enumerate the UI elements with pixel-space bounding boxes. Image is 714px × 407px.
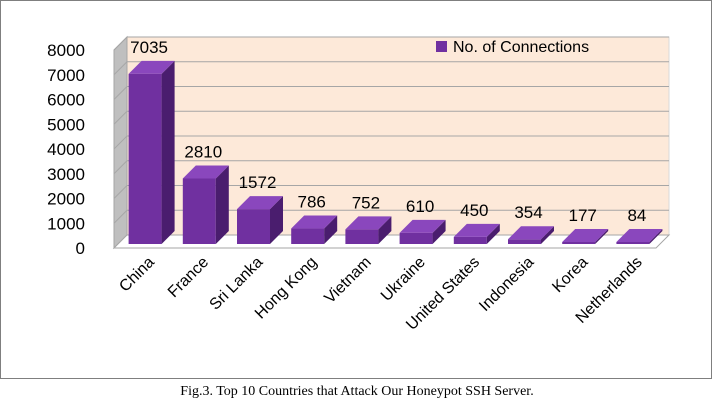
bar-top [182, 165, 229, 179]
bar-side [541, 226, 554, 244]
x-category-label: France [165, 254, 212, 301]
bar-side [595, 229, 609, 244]
x-category-label: Korea [549, 254, 591, 296]
gridline-side [113, 86, 128, 100]
gridline-side [113, 36, 128, 51]
bar [562, 242, 596, 244]
bar-side [378, 216, 392, 244]
data-label: 450 [460, 201, 488, 220]
bar-top [453, 223, 500, 237]
bar-top [508, 226, 554, 240]
bar-top [345, 216, 392, 230]
gridline-side [113, 209, 128, 224]
gridline-side [113, 185, 128, 199]
bar [291, 228, 325, 244]
legend-swatch [436, 41, 447, 52]
x-category-label: China [116, 254, 158, 296]
bar [616, 242, 650, 244]
y-tick-label: 0 [76, 239, 85, 258]
x-category-label: Ukraine [378, 254, 429, 305]
bar-top [399, 219, 446, 233]
data-label: 752 [352, 193, 380, 212]
y-tick-label: 2000 [47, 190, 85, 209]
gridline-side [113, 61, 128, 76]
y-tick-label: 1000 [47, 214, 85, 233]
data-label: 610 [406, 197, 434, 216]
y-tick-label: 3000 [47, 165, 85, 184]
data-label: 7035 [130, 38, 168, 57]
bar-top [237, 196, 283, 210]
bar [345, 229, 379, 244]
chart-frame: 0 1000 2000 3000 4000 5000 6000 7000 8000 7035 Chi… [0, 0, 712, 379]
bar-top [562, 229, 609, 242]
x-category-label: Vietnam [321, 254, 374, 307]
bar-side [649, 229, 663, 244]
bar-side [486, 223, 500, 244]
bar [399, 232, 433, 244]
y-tick-label: 7000 [47, 66, 85, 85]
bar [453, 236, 487, 244]
legend-label: No. of Connections [453, 39, 589, 56]
bar-side [215, 165, 229, 244]
data-label: 84 [627, 206, 646, 225]
bar [237, 209, 270, 244]
bar-chart: 0 1000 2000 3000 4000 5000 6000 7000 8000 7035 Chi… [47, 35, 671, 334]
data-label: 786 [298, 193, 326, 212]
x-category-label: Indonesia [476, 254, 537, 315]
bar-side [324, 215, 338, 244]
bar [182, 178, 216, 244]
figure-caption: Fig.3. Top 10 Countries that Attack Our … [180, 384, 534, 399]
bar-side [161, 60, 175, 244]
data-label: 2810 [184, 142, 222, 161]
bar-top [128, 60, 175, 74]
y-tick-label: 5000 [47, 115, 85, 134]
bar-top [291, 215, 338, 229]
y-tick-label: 4000 [47, 140, 85, 159]
y-tick-label: 6000 [47, 91, 85, 110]
y-tick-label: 8000 [47, 41, 85, 60]
bar-side [432, 219, 446, 244]
data-label: 354 [514, 203, 542, 222]
bar-side [270, 196, 283, 244]
gridline-side [113, 110, 128, 125]
gridline-side [113, 160, 128, 175]
gridline-side [113, 135, 128, 150]
bar [128, 73, 162, 244]
bar-top [616, 229, 663, 242]
bar [508, 239, 541, 244]
data-label: 177 [569, 206, 597, 225]
data-label: 1572 [239, 173, 277, 192]
